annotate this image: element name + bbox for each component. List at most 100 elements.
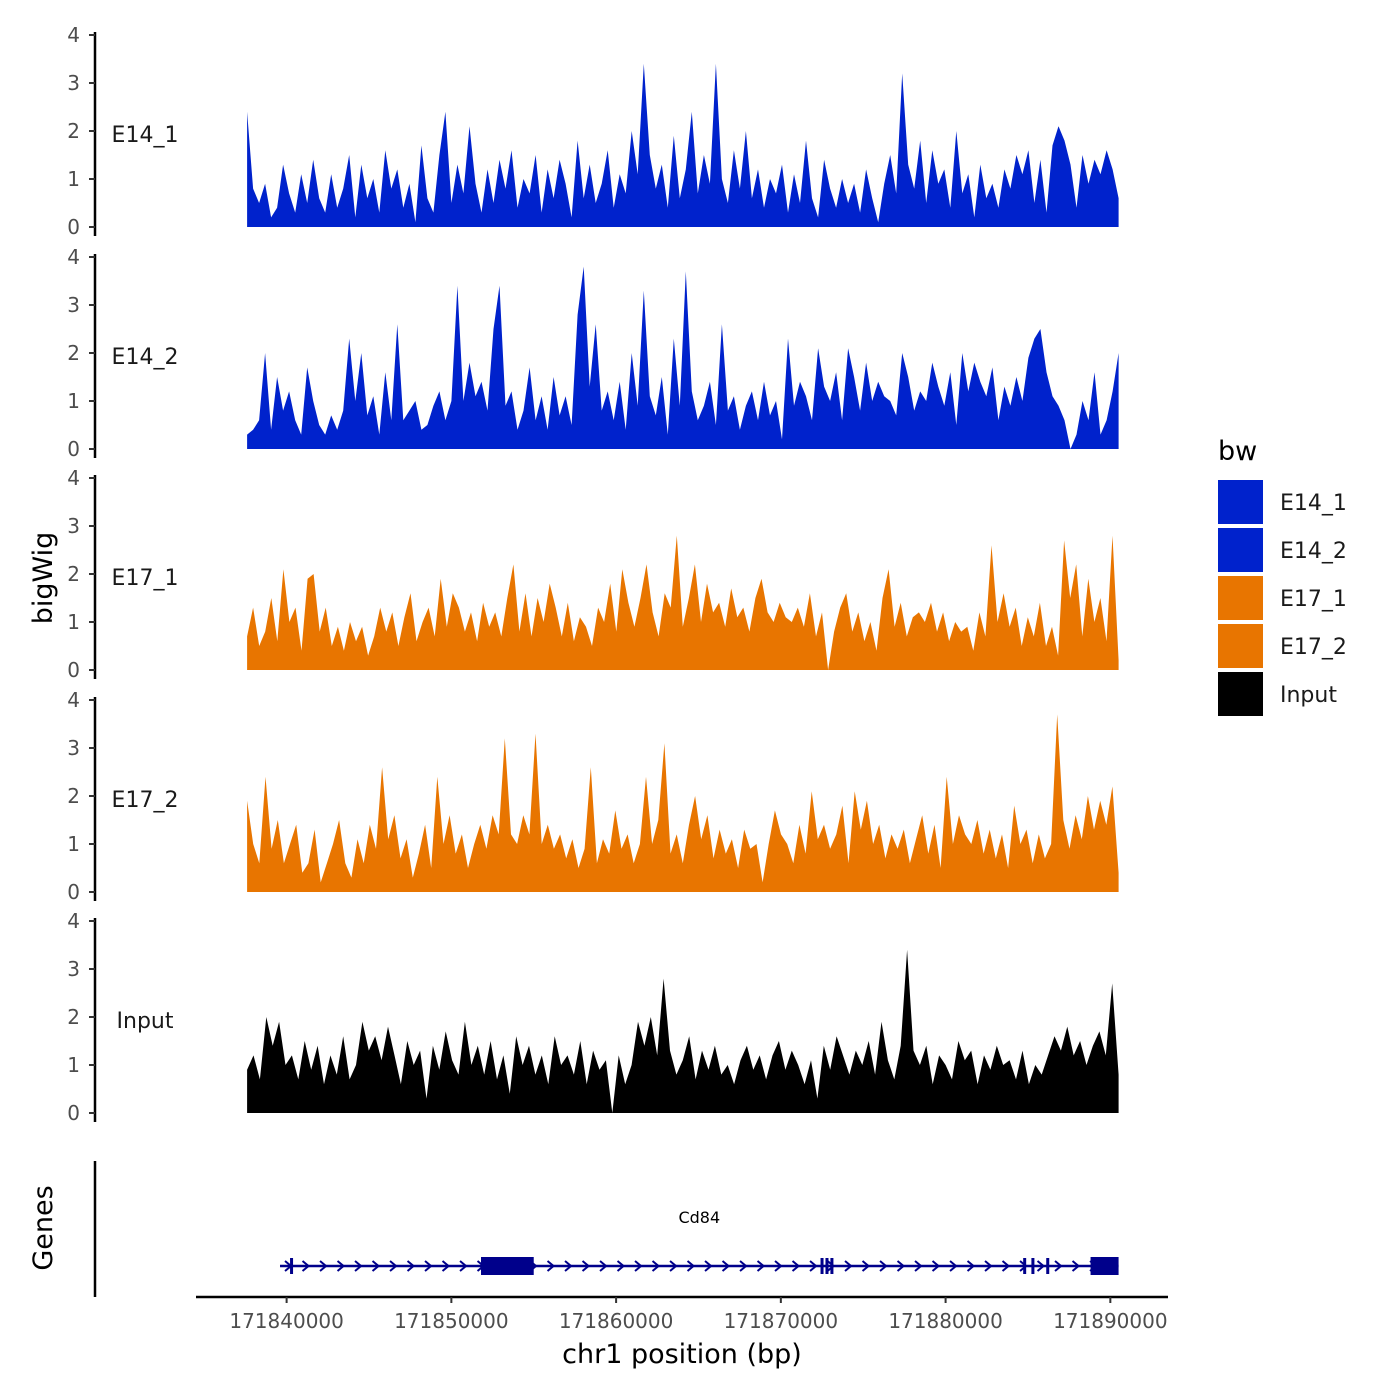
gene-track: Cd84: [93, 1161, 1119, 1297]
y-tick-label: 3: [67, 514, 80, 538]
track-label: E14_1: [112, 123, 179, 148]
strand-arrow: [809, 1260, 818, 1272]
track-label: E17_1: [112, 566, 179, 591]
strand-arrow: [739, 1260, 748, 1272]
y-tick-label: 1: [67, 167, 80, 191]
y-tick-label: 1: [67, 389, 80, 413]
strand-arrow: [459, 1260, 468, 1272]
coverage-area-E17_1: [247, 535, 1119, 670]
y-tick-label: 0: [67, 437, 80, 461]
strand-arrow: [896, 1260, 906, 1272]
strand-arrow: [319, 1260, 328, 1272]
y-tick-label: 0: [67, 1101, 80, 1125]
y-tick-label: 0: [67, 880, 80, 904]
y-tick-label: 2: [67, 341, 80, 365]
strand-arrow: [1054, 1260, 1063, 1272]
y-tick-label: 3: [67, 736, 80, 760]
track-E17_2: 0 1 2 3 4 E17_2: [67, 688, 1119, 904]
legend-swatch-E14_1: [1218, 480, 1263, 524]
strand-arrow: [354, 1260, 363, 1272]
y-tick-label: 4: [67, 688, 80, 712]
coding-exon-block: [481, 1257, 534, 1275]
x-axis-title: chr1 position (bp): [562, 1339, 802, 1370]
exon-mark: [1046, 1258, 1050, 1274]
coding-exon-block: [1090, 1257, 1119, 1275]
strand-arrow: [721, 1260, 731, 1272]
strand-arrow: [441, 1260, 451, 1272]
y-tick-label: 1: [67, 1053, 80, 1077]
exon-mark: [830, 1258, 834, 1274]
legend-label: E17_2: [1280, 635, 1347, 660]
strand-arrow: [564, 1260, 573, 1272]
y-tick-label: 2: [67, 784, 80, 808]
y-tick-label: 1: [67, 832, 80, 856]
x-tick-label: 171840000: [229, 1309, 344, 1333]
track-E14_1: 0 1 2 3 4 E14_1: [67, 23, 1119, 239]
legend-label: E14_1: [1280, 491, 1347, 516]
x-tick-label: 171850000: [394, 1309, 509, 1333]
strand-arrow: [651, 1260, 661, 1272]
exon-mark: [1031, 1258, 1035, 1274]
strand-arrow: [1036, 1260, 1046, 1272]
x-tick-label: 171870000: [724, 1309, 839, 1333]
exon-mark: [290, 1258, 294, 1274]
track-label: Input: [117, 1009, 174, 1034]
y-tick-label: 4: [67, 245, 80, 269]
coverage-area-E14_1: [247, 63, 1119, 227]
strand-arrow: [546, 1260, 556, 1272]
strand-arrow: [931, 1260, 941, 1272]
coverage-tracks: 0 1 2 3 4 E14_1 0 1 2 3 4 E14_2 0 1 2 3 4 E17_1 0 1 2 3 4 E17_2…: [67, 23, 1119, 1125]
strand-arrow: [1071, 1260, 1081, 1272]
legend-swatch-E14_2: [1218, 528, 1263, 572]
strand-arrow: [704, 1260, 713, 1272]
strand-arrow: [336, 1260, 346, 1272]
track-E17_1: 0 1 2 3 4 E17_1: [67, 466, 1119, 682]
exon-mark: [825, 1258, 829, 1274]
x-tick-label: 171890000: [1053, 1309, 1168, 1333]
track-Input: 0 1 2 3 4 Input: [67, 909, 1119, 1125]
legend-label: E17_1: [1280, 587, 1347, 612]
strand-arrow: [669, 1260, 678, 1272]
y-tick-label: 2: [67, 562, 80, 586]
y-tick-label: 4: [67, 466, 80, 490]
strand-arrow: [774, 1260, 783, 1272]
strand-arrow: [791, 1260, 801, 1272]
legend-swatch-E17_1: [1218, 576, 1263, 620]
legend-swatch-Input: [1218, 672, 1263, 716]
y-tick-label: 0: [67, 215, 80, 239]
y-tick-label: 3: [67, 71, 80, 95]
legend: bw E14_1 E14_2 E17_1 E17_2 Input: [1218, 436, 1347, 716]
strand-arrow: [861, 1260, 871, 1272]
x-tick-label: 171860000: [559, 1309, 674, 1333]
exon-mark: [820, 1258, 824, 1274]
strand-arrow: [581, 1260, 591, 1272]
y-tick-label: 3: [67, 957, 80, 981]
strand-arrow: [844, 1260, 853, 1272]
legend-label: E14_2: [1280, 539, 1347, 564]
y-axis-title: bigWig: [28, 532, 59, 625]
strand-arrow: [914, 1260, 923, 1272]
strand-arrow: [599, 1260, 608, 1272]
strand-arrow: [616, 1260, 626, 1272]
coverage-area-Input: [247, 949, 1119, 1113]
x-tick-label: 171880000: [888, 1309, 1003, 1333]
strand-arrow: [984, 1260, 993, 1272]
track-label: E17_2: [112, 788, 179, 813]
strand-arrow: [371, 1260, 381, 1272]
legend-swatch-E17_2: [1218, 624, 1263, 668]
strand-arrow: [634, 1260, 643, 1272]
strand-arrow: [686, 1260, 696, 1272]
strand-arrow: [949, 1260, 958, 1272]
y-tick-label: 0: [67, 658, 80, 682]
coverage-area-E17_2: [247, 714, 1119, 892]
legend-title: bw: [1218, 436, 1257, 467]
y-tick-label: 1: [67, 610, 80, 634]
strand-arrow: [389, 1260, 398, 1272]
exon-mark: [1023, 1258, 1027, 1274]
y-tick-label: 2: [67, 1005, 80, 1029]
y-tick-label: 4: [67, 23, 80, 47]
strand-arrow: [1001, 1260, 1011, 1272]
strand-arrow: [966, 1260, 976, 1272]
gene-label: Cd84: [678, 1208, 720, 1227]
